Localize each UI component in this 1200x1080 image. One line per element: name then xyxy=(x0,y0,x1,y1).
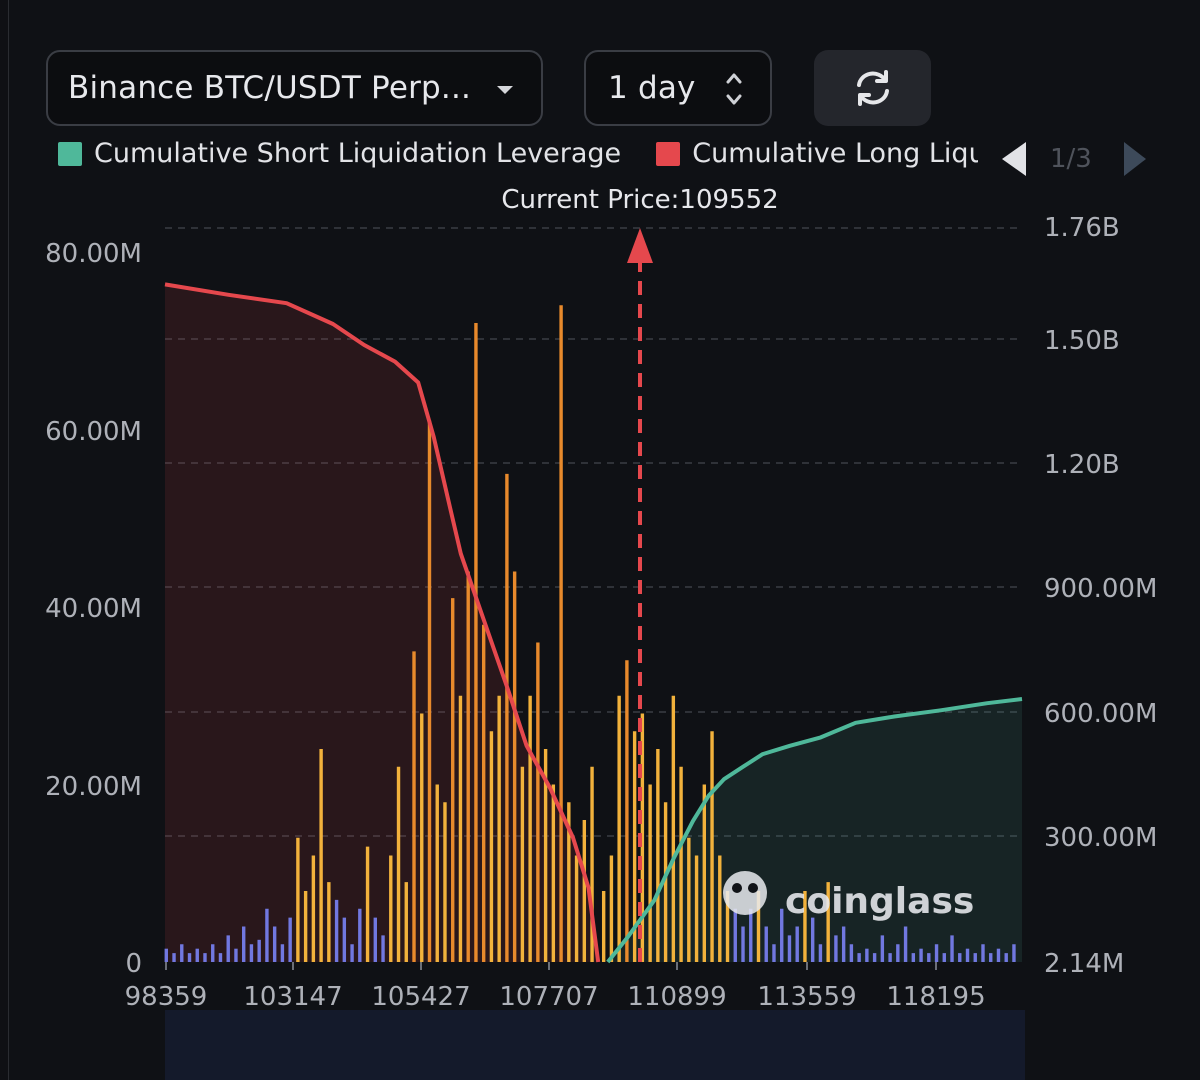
legend-prev-icon[interactable] xyxy=(1002,142,1026,176)
legend-item-long[interactable]: Cumulative Long Liquidation Leverage xyxy=(656,138,978,169)
legend-label-long: Cumulative Long Liquidation Leverage xyxy=(692,138,978,169)
exchange-pair-label: Binance BTC/USDT Perp... xyxy=(68,70,472,106)
chart-legend: Cumulative Short Liquidation Leverage Cu… xyxy=(58,138,978,180)
legend-item-short[interactable]: Cumulative Short Liquidation Leverage xyxy=(58,138,621,169)
legend-swatch-long xyxy=(656,141,681,166)
interval-label: 1 day xyxy=(608,70,696,106)
interval-select[interactable]: 1 day xyxy=(584,50,772,126)
legend-label-short: Cumulative Short Liquidation Leverage xyxy=(94,138,622,169)
refresh-icon xyxy=(856,70,889,106)
legend-next-icon[interactable] xyxy=(1124,142,1146,176)
exchange-pair-select[interactable]: Binance BTC/USDT Perp... xyxy=(46,50,543,126)
up-down-chevron-icon xyxy=(726,73,742,105)
chevron-down-icon xyxy=(497,86,513,94)
refresh-button[interactable] xyxy=(814,50,931,126)
legend-pager: 1/3 xyxy=(1002,140,1152,180)
legend-page-indicator: 1/3 xyxy=(1050,144,1092,174)
legend-swatch-short xyxy=(58,141,82,166)
